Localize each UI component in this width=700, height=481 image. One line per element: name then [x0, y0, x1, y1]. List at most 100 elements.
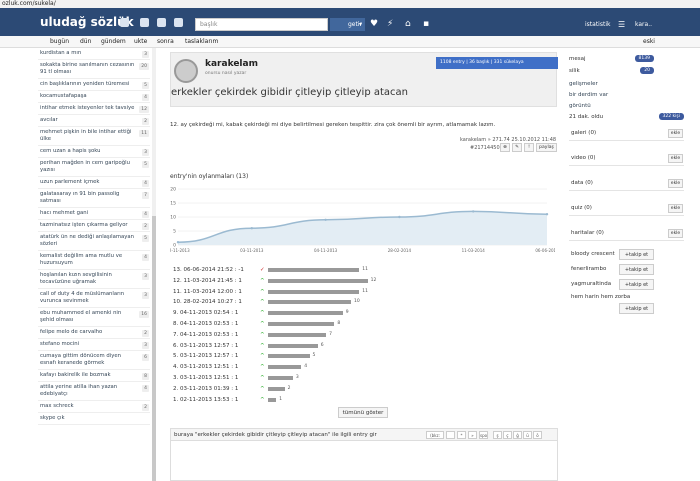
nav-dun[interactable]: dün: [80, 38, 92, 45]
scrollbar[interactable]: [152, 48, 156, 481]
gear-icon[interactable]: [174, 18, 183, 27]
avatar[interactable]: [174, 59, 198, 83]
silik-link[interactable]: silik 20: [569, 67, 684, 74]
follow-name[interactable]: yagmuraltinda: [571, 281, 612, 287]
user-menu[interactable]: kara..: [635, 21, 653, 28]
goruntu-link[interactable]: görüntü: [569, 103, 591, 109]
edit-button[interactable]: ✎: [512, 143, 522, 152]
globe-icon[interactable]: [157, 18, 166, 27]
nav-taslaklarim[interactable]: taslaklarım: [185, 38, 219, 45]
section-label[interactable]: galeri (0): [571, 130, 597, 136]
topic-list-item[interactable]: ebu muhammed el amenki nin şehid olması 1…: [38, 308, 150, 327]
user-icon[interactable]: [120, 18, 129, 27]
entry-editor[interactable]: buraya "erkekler çekirdek gibidir çitley…: [170, 428, 558, 481]
address-bar[interactable]: ozluk.com/sukela/: [0, 0, 700, 8]
statistics-link[interactable]: istatistik: [585, 21, 611, 28]
add-button[interactable]: ekle: [668, 154, 683, 163]
topic-list-item[interactable]: cin başlıklarının yeniden türemesi 5: [38, 79, 150, 91]
menu-icon[interactable]: ☰: [618, 20, 626, 29]
vote-value: 6: [320, 342, 324, 348]
heart-icon[interactable]: ♥: [370, 19, 379, 29]
favorite-button[interactable]: ⊕: [500, 143, 510, 152]
search-button[interactable]: getir ▾: [330, 18, 365, 31]
follow-button[interactable]: +takip et: [619, 264, 654, 275]
topic-list-item[interactable]: atatürk ün ne dediği anlaşılamayan sözle…: [38, 232, 150, 251]
bookmark-icon[interactable]: ▪: [423, 19, 430, 29]
share-button[interactable]: paylaş: [536, 143, 557, 152]
editor-button[interactable]: »: [468, 431, 477, 439]
section-label[interactable]: haritalar (0): [571, 230, 604, 236]
topic-list-item[interactable]: intihar etmek isteyenler tek tavsiye 12: [38, 103, 150, 115]
follow-button[interactable]: +takip et: [619, 279, 654, 290]
topic-list-item[interactable]: hoşlanılan kızın sevgilisinin tecavüzüne…: [38, 270, 150, 289]
nav-sonra[interactable]: sonra: [157, 38, 174, 45]
lightning-icon[interactable]: ⚡: [387, 19, 394, 29]
editor-button[interactable]: ğ: [513, 431, 522, 439]
add-button[interactable]: ekle: [668, 204, 683, 213]
follow-name[interactable]: fenerlirambo: [571, 266, 607, 272]
profile-stats[interactable]: 1108 entry | 36 başlık | 331 sükelaya: [436, 57, 558, 69]
derdim-link[interactable]: bir derdim var: [569, 92, 609, 98]
topic-list-item[interactable]: kemalist değilim ama mutlu ve huzursuyum…: [38, 251, 150, 270]
search-input[interactable]: başlık: [195, 18, 328, 31]
topic-list-item[interactable]: kafayı bakirelik ile bozmak 8: [38, 370, 150, 382]
show-all-button[interactable]: tümünü göster: [338, 407, 388, 418]
mesaj-link[interactable]: mesaj 8139: [569, 55, 684, 62]
profile-name[interactable]: karakelam: [205, 59, 258, 69]
report-button[interactable]: !: [524, 143, 534, 152]
topic-list-item[interactable]: stefano mocini 3: [38, 339, 150, 351]
topic-list-item[interactable]: galatasaray ın 91 bin passolig satması 7: [38, 189, 150, 208]
editor-button[interactable]: ç: [503, 431, 512, 439]
chevron-down-icon[interactable]: ▾: [358, 21, 362, 28]
topic-list-item[interactable]: perihan mağden in cem garipoğlu yazısı 5: [38, 158, 150, 177]
editor-button[interactable]: ü: [523, 431, 532, 439]
home-icon[interactable]: ⌂: [405, 19, 411, 29]
topic-list-item[interactable]: call of duty 4 de müslümanların vurunca …: [38, 289, 150, 308]
editor-button[interactable]: *: [457, 431, 466, 439]
online-badge[interactable]: 322 kişi: [658, 113, 684, 120]
add-button[interactable]: ekle: [668, 129, 683, 138]
topic-list-item[interactable]: avcılar 2: [38, 115, 150, 127]
nav-gundem[interactable]: gündem: [101, 38, 126, 45]
topic-list-item[interactable]: kurdistan a mın 3: [38, 48, 150, 60]
entry-author[interactable]: karakelam » 271.74 25.10.2012 11:48: [460, 137, 557, 143]
section-label[interactable]: data (0): [571, 180, 593, 186]
topic-list-item[interactable]: mehmet pişkin in bile intihar ettiği ülk…: [38, 127, 150, 146]
scrollbar-thumb[interactable]: [152, 216, 156, 481]
editor-button[interactable]: [446, 431, 455, 439]
editor-button[interactable]: (bkz:: [426, 431, 444, 439]
site-logo[interactable]: uludağ sözlük: [40, 15, 134, 29]
topic-list-item[interactable]: uzun parlement içmek 4: [38, 177, 150, 189]
section-label[interactable]: video (0): [571, 155, 596, 161]
topic-list-item[interactable]: kocamustafapaşa 4: [38, 91, 150, 103]
section-label[interactable]: quiz (0): [571, 205, 592, 211]
follow-name[interactable]: hem harin hem zorba: [571, 294, 631, 300]
follow-name[interactable]: bloody crescent: [571, 251, 615, 257]
topic-list-item[interactable]: felipe melo de carvalho 2: [38, 327, 150, 339]
topic-list-item[interactable]: sokakta birine sanılmanın cezasının 91 t…: [38, 60, 150, 79]
add-button[interactable]: ekle: [668, 229, 683, 238]
entry-id[interactable]: #21714450: [470, 145, 500, 151]
topic-list-item[interactable]: max schreck 2: [38, 401, 150, 413]
add-button[interactable]: ekle: [668, 179, 683, 188]
nav-eski[interactable]: eski: [643, 38, 655, 45]
gelismeler-link[interactable]: gelişmeler: [569, 81, 598, 87]
chat-icon[interactable]: [140, 18, 149, 27]
follow-button[interactable]: +takip et: [619, 303, 654, 314]
vote-label: 9. 04-11-2013 02:54 : 1: [173, 310, 239, 317]
topic-list-item[interactable]: hacı mehmet gani 4: [38, 208, 150, 220]
editor-button[interactable]: ö: [533, 431, 542, 439]
topic-list-item[interactable]: tazminatsız işten çıkarma geliyor 2: [38, 220, 150, 232]
editor-button[interactable]: ş: [493, 431, 502, 439]
editor-button[interactable]: spo: [479, 431, 488, 439]
nav-ukte[interactable]: ukte: [134, 38, 148, 45]
follow-button[interactable]: +takip et: [619, 249, 654, 260]
entry-title[interactable]: erkekler çekirdek gibidir çitleyip çitle…: [171, 87, 408, 98]
topic-list-item[interactable]: skype çık: [38, 413, 150, 425]
topic-list-item[interactable]: cem uzan a hapis şoku 3: [38, 146, 150, 158]
section-4: haritalar (0) ekle: [569, 226, 684, 241]
topic-list-item[interactable]: attila yerine atilla ihan yazan edebiyat…: [38, 382, 150, 401]
data-point: [250, 227, 253, 230]
topic-list-item[interactable]: cumaya gittim dönücem diyen esnafı keran…: [38, 351, 150, 370]
nav-bugun[interactable]: bugün: [50, 38, 70, 45]
